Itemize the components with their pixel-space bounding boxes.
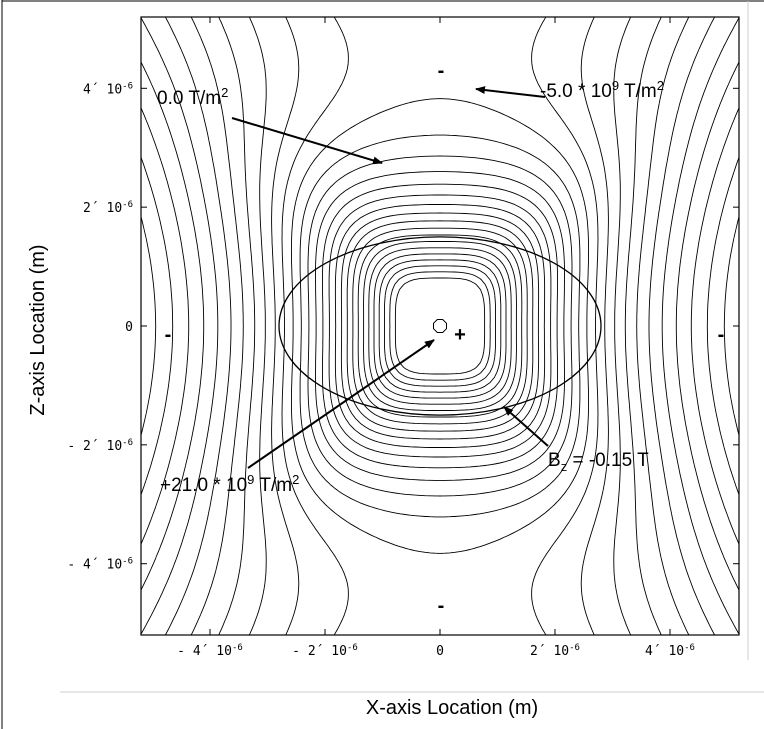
x-tick-label: - 4´ 10-6 xyxy=(177,643,243,659)
contour-line xyxy=(164,17,716,635)
y-tick-label: - 4´ 10-6 xyxy=(67,557,133,573)
y-tick-label: 0 xyxy=(125,320,133,335)
arrow-min-level xyxy=(475,86,546,98)
x-axis-ticks: - 4´ 10-6 - 2´ 10-6 0 2´ 10-6 4´ 10-6 xyxy=(177,17,695,659)
annotation-bz-contour: Bz = -0.15 T xyxy=(548,450,649,474)
x-tick-label: - 2´ 10-6 xyxy=(292,643,358,659)
y-axis-ticks: 4´ 10-6 2´ 10-6 0 - 2´ 10-6 - 4´ 10-6 xyxy=(67,81,739,573)
sign-bottom: - xyxy=(438,595,445,617)
y-tick-label: - 2´ 10-6 xyxy=(67,438,133,454)
contour-line xyxy=(363,241,517,411)
sign-right: - xyxy=(718,324,725,346)
contour-line xyxy=(190,17,690,635)
sign-center: + xyxy=(454,324,466,346)
sign-left: - xyxy=(165,324,172,346)
contour-line xyxy=(368,247,512,405)
contour-line xyxy=(290,98,590,554)
contour-line xyxy=(328,194,552,458)
arrow-max-level xyxy=(247,339,435,469)
annotation-max-level: +21.0 * 109 T/m2 xyxy=(160,472,299,496)
contour-line xyxy=(299,134,581,518)
contour-line xyxy=(340,212,540,440)
contour-line xyxy=(271,17,609,635)
arrow-bz-contour xyxy=(503,406,549,447)
bz-ellipse-contour xyxy=(278,236,602,416)
x-axis-label: X-axis Location (m) xyxy=(366,697,538,719)
y-axis-label: Z-axis Location (m) xyxy=(27,244,49,415)
contour-line xyxy=(357,234,523,418)
x-tick-label: 0 xyxy=(436,644,444,659)
sign-top: - xyxy=(438,60,445,82)
contour-line xyxy=(322,183,558,469)
contour-line xyxy=(384,265,496,387)
x-tick-label: 2´ 10-6 xyxy=(530,643,580,659)
contour-line xyxy=(248,17,632,635)
contour-line xyxy=(334,204,546,448)
contour-line xyxy=(307,155,573,497)
arrow-zero-level xyxy=(231,117,383,165)
center-peak-contour xyxy=(433,319,447,333)
contour-line xyxy=(346,220,534,432)
contour-lines xyxy=(141,17,739,635)
contour-line xyxy=(373,253,507,399)
annotation-min-level: -5.0 * 109 T/m2 xyxy=(540,78,664,102)
annotation-zero-level: 0.0 T/m2 xyxy=(157,85,228,109)
contour-line xyxy=(394,277,486,375)
y-tick-label: 4´ 10-6 xyxy=(83,81,133,97)
y-tick-label: 2´ 10-6 xyxy=(83,200,133,216)
contour-line xyxy=(281,17,599,635)
contour-line xyxy=(141,17,739,635)
contour-line xyxy=(389,271,491,381)
contour-line xyxy=(218,17,662,635)
contour-line xyxy=(315,171,565,481)
x-tick-label: 4´ 10-6 xyxy=(645,643,695,659)
contour-line xyxy=(141,157,739,495)
contour-line xyxy=(378,259,502,393)
